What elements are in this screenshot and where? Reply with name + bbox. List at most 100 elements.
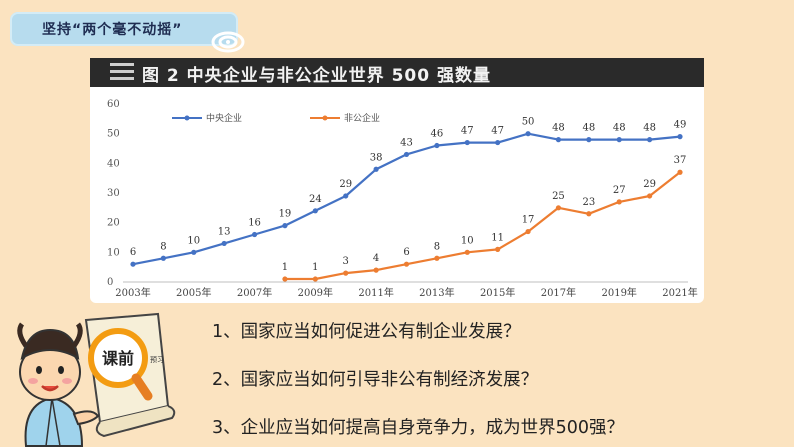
data-point: [677, 134, 683, 140]
data-point: [616, 199, 622, 205]
data-label: 4: [373, 253, 379, 264]
x-tick-label: 2007年: [237, 286, 272, 299]
data-label: 48: [582, 123, 595, 134]
data-label: 43: [400, 137, 413, 148]
data-point: [464, 249, 470, 255]
data-point: [525, 228, 531, 235]
data-label: 38: [370, 152, 383, 163]
badge-main-text: 课前: [102, 349, 134, 368]
legend-marker-1: [184, 115, 190, 121]
data-point: [282, 276, 288, 282]
data-label: 16: [248, 218, 261, 229]
data-point: [525, 131, 531, 137]
data-label: 47: [461, 126, 474, 137]
data-label: 1: [312, 262, 318, 273]
data-label: 29: [339, 179, 352, 190]
data-point: [191, 249, 197, 255]
header-stripes-decoration: [110, 63, 134, 83]
chart-card: 图 2 中央企业与非公企业世界 500 强数量 0 10 20 30 40 50 60 200…: [90, 58, 704, 303]
data-point: [403, 151, 410, 158]
x-tick-label: 2021年: [662, 286, 697, 299]
data-point: [495, 246, 501, 252]
data-point: [434, 255, 440, 261]
line-chart: 0 10 20 30 40 50 60 2003年 2005年 2007年 2009年 2011年 20…: [107, 99, 698, 299]
x-tick-label: 2013年: [419, 286, 454, 299]
data-label: 6: [130, 247, 136, 258]
data-point: [647, 137, 653, 143]
question-2: 2、国家应当如何引导非公有制经济发展？: [212, 370, 539, 390]
data-point: [130, 261, 136, 267]
data-point: [586, 211, 592, 217]
swirl-icon: [211, 31, 245, 53]
legend-label-1: 中央企业: [206, 112, 242, 124]
title-tag: 坚持“两个毫不动摇”: [10, 12, 245, 53]
data-point: [312, 208, 318, 214]
data-label: 46: [431, 129, 444, 140]
x-tick-label: 2005年: [176, 286, 211, 299]
data-label: 48: [552, 123, 565, 134]
data-point: [586, 137, 592, 143]
y-tick-label: 50: [107, 129, 120, 140]
legend-marker-2: [322, 115, 328, 121]
y-tick-label: 10: [107, 247, 120, 258]
data-label: 50: [522, 117, 535, 128]
mascot-scholar-illustration: 课前 预习: [17, 312, 176, 447]
x-tick-label: 2015年: [480, 286, 515, 299]
badge-sub-text: 预习: [150, 355, 164, 364]
chart-header: 图 2 中央企业与非公企业世界 500 强数量: [90, 58, 704, 87]
data-label: 3: [343, 256, 349, 267]
data-point: [312, 276, 318, 282]
data-label: 47: [491, 126, 504, 137]
data-label: 27: [613, 185, 626, 196]
data-point: [282, 223, 288, 229]
question-1: 1、国家应当如何促进公有制企业发展？: [212, 322, 521, 342]
series-line-2: [284, 171, 681, 281]
data-point: [160, 255, 166, 261]
title-tag-text: 坚持“两个毫不动摇”: [42, 22, 183, 38]
y-tick-label: 0: [107, 277, 113, 288]
data-label: 29: [643, 179, 656, 190]
data-label: 13: [218, 226, 231, 237]
data-point: [464, 139, 470, 146]
data-label: 8: [434, 241, 440, 252]
data-point: [373, 166, 379, 172]
data-label: 25: [552, 191, 565, 202]
y-tick-label: 20: [107, 218, 120, 229]
chart-title: 图 2 中央企业与非公企业世界 500 强数量: [142, 66, 491, 86]
data-label: 17: [522, 215, 535, 226]
data-label: 24: [309, 194, 322, 205]
data-label: 48: [643, 123, 656, 134]
data-label: 23: [582, 197, 595, 208]
data-point: [555, 137, 562, 143]
data-label: 49: [674, 120, 687, 131]
data-point: [343, 270, 349, 276]
y-tick-label: 30: [107, 188, 120, 199]
data-point: [373, 267, 379, 273]
x-tick-label: 2003年: [115, 286, 150, 299]
data-point: [434, 142, 440, 149]
data-label: 8: [160, 241, 166, 252]
data-point: [221, 240, 227, 247]
data-point: [343, 193, 349, 199]
question-3: 3、企业应当如何提高自身竞争力，成为世界500强？: [212, 418, 625, 438]
data-label: 10: [461, 235, 474, 246]
data-label: 11: [491, 232, 504, 243]
data-point: [555, 205, 562, 211]
data-point: [616, 137, 622, 143]
data-label: 1: [282, 262, 288, 273]
data-point: [495, 139, 501, 146]
x-tick-label: 2009年: [298, 286, 333, 299]
data-point: [677, 169, 683, 175]
data-label: 37: [674, 155, 687, 166]
data-point: [403, 261, 410, 267]
legend-label-2: 非公企业: [344, 112, 380, 124]
x-tick-label: 2011年: [358, 286, 393, 299]
data-label: 10: [187, 235, 200, 246]
x-tick-label: 2019年: [601, 286, 636, 299]
x-tick-label: 2017年: [541, 286, 576, 299]
data-point: [251, 231, 258, 238]
data-label: 19: [279, 209, 292, 220]
data-label: 48: [613, 123, 626, 134]
y-tick-label: 40: [107, 158, 120, 169]
data-point: [647, 193, 653, 199]
